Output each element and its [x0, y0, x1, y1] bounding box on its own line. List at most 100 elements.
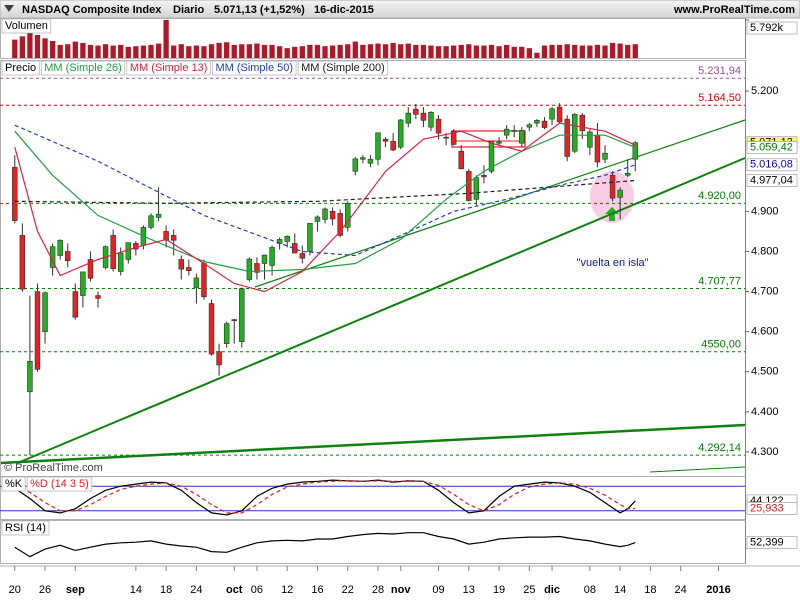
- volume-bar: [261, 44, 268, 58]
- volume-bar: [526, 48, 532, 58]
- candle-body: [375, 132, 381, 160]
- legend-label: %D (14 3 5): [30, 478, 89, 490]
- candle-body: [27, 361, 33, 393]
- candle-body: [519, 130, 525, 144]
- volume-bar: [428, 45, 434, 58]
- x-tick-label: 24: [675, 584, 687, 596]
- candle-body: [473, 177, 480, 200]
- volume-bar: [503, 44, 510, 58]
- candle-body: [526, 124, 533, 128]
- header-date: 16-dic-2015: [314, 4, 374, 16]
- candle-body: [170, 235, 177, 241]
- candle-body: [488, 140, 495, 172]
- volume-bar: [572, 44, 578, 58]
- line-series: [14, 122, 636, 293]
- x-tick-label: 13: [463, 584, 475, 596]
- candle-body: [564, 118, 570, 157]
- level-label: 4.920,00: [698, 190, 741, 202]
- volume-bar: [458, 44, 464, 58]
- y-tick-label: 4.400: [751, 406, 779, 418]
- volume-bar: [481, 45, 487, 58]
- volume-bar: [254, 43, 260, 58]
- axis-tag-box: [746, 174, 798, 187]
- level-label: 4550,00: [701, 339, 741, 351]
- volume-bar: [390, 42, 396, 58]
- volume-bar: [375, 43, 381, 58]
- x-tick-label: 20: [9, 584, 21, 596]
- x-tick-label: 19: [493, 584, 505, 596]
- candle-body: [322, 208, 328, 220]
- candle-body: [231, 319, 237, 321]
- volume-bar: [34, 35, 41, 58]
- volume-bar: [405, 43, 411, 58]
- volume-bar: [443, 46, 449, 58]
- candle-body: [594, 134, 601, 163]
- volume-bar: [193, 45, 200, 58]
- axis-tag: 52,399: [750, 536, 784, 548]
- axis-tag: 5.059,42: [750, 141, 793, 153]
- volume-bar: [178, 44, 184, 58]
- x-tick-label: 18: [644, 584, 656, 596]
- line-series: [14, 179, 636, 204]
- level-label: 5.164,50: [698, 92, 741, 104]
- volume-bar: [12, 39, 18, 58]
- candle-body: [617, 189, 623, 198]
- x-tick-label: 2016: [706, 584, 730, 596]
- candle-body: [118, 252, 124, 272]
- y-tick-label: 4.900: [751, 205, 779, 217]
- candle-body: [496, 141, 502, 144]
- candle-body: [556, 106, 563, 123]
- line-series: [14, 479, 636, 514]
- candle-body: [87, 259, 94, 279]
- volume-bar: [488, 44, 495, 58]
- candle-body: [572, 114, 578, 152]
- volume-bar: [27, 32, 33, 58]
- candle-body: [216, 351, 222, 366]
- x-tick-label: 16: [311, 584, 323, 596]
- volume-bar: [72, 41, 78, 58]
- candle-body: [541, 120, 548, 128]
- volume-bar: [420, 44, 427, 58]
- volume-bar: [216, 42, 222, 58]
- candle-body: [360, 157, 366, 160]
- volume-bar: [201, 46, 207, 58]
- axis-tag-box: [746, 502, 798, 515]
- candle-body: [450, 130, 457, 145]
- legend-label: %K: [5, 478, 23, 490]
- candle-body: [345, 203, 351, 228]
- candle-body: [329, 211, 336, 220]
- candle-body: [337, 213, 343, 236]
- candle-body: [34, 291, 41, 370]
- candle-body: [458, 150, 464, 170]
- y-tick-label: 4.800: [751, 245, 779, 257]
- volume-bar: [102, 44, 109, 58]
- volume-bar: [579, 45, 585, 58]
- volume-bar: [246, 44, 253, 58]
- x-tick-label: dic: [544, 584, 560, 596]
- candle-body: [57, 239, 63, 256]
- volume-bar: [118, 44, 124, 58]
- candle-body: [201, 263, 207, 298]
- candle-body: [420, 112, 427, 121]
- volume-bar: [155, 43, 162, 58]
- y-tick-label: 4.600: [751, 326, 779, 338]
- y-tick-label: 4.500: [751, 366, 779, 378]
- volume-bar: [186, 46, 192, 58]
- candle-body: [397, 119, 404, 148]
- header-site[interactable]: www.ProRealTime.com: [673, 4, 795, 16]
- menu-icon[interactable]: [4, 5, 14, 12]
- legend-label: MM (Simple 200): [301, 62, 385, 74]
- volume-bar: [284, 48, 290, 58]
- x-tick-label: 06: [251, 584, 263, 596]
- volume-bar: [360, 44, 366, 58]
- candle-body: [42, 292, 48, 332]
- volume-bar: [314, 44, 321, 58]
- candle-body: [609, 174, 616, 199]
- candle-body: [413, 108, 419, 115]
- volume-bar: [329, 45, 336, 58]
- axis-tag: 4.977,04: [750, 174, 793, 186]
- axis-tag: 5.792k: [750, 22, 784, 34]
- legend-box: [26, 476, 93, 492]
- legend-box: [1, 60, 40, 76]
- candle-body: [239, 288, 245, 342]
